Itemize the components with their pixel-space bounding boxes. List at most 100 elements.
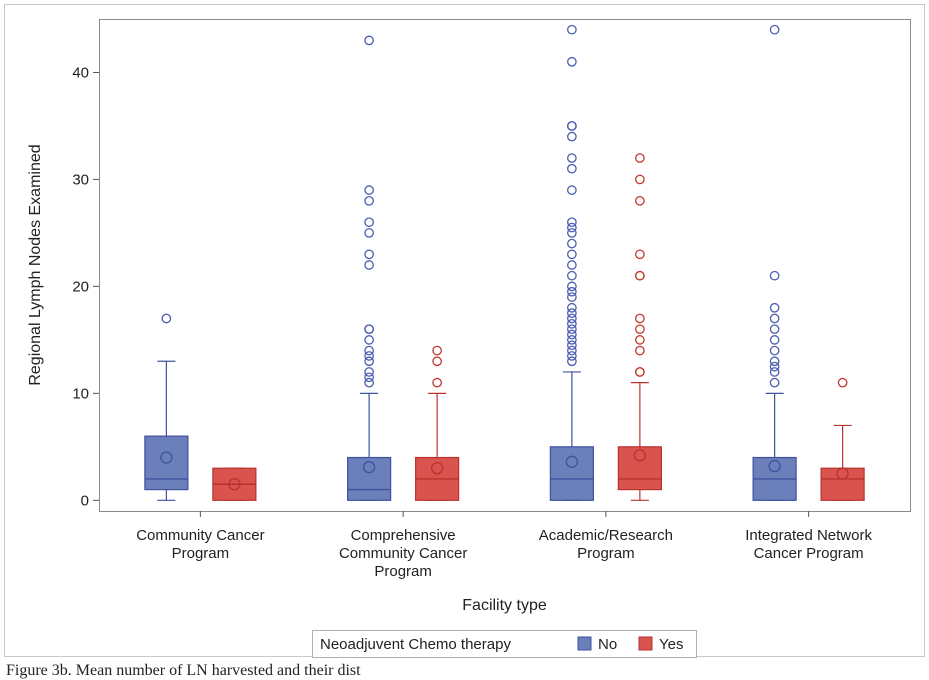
outlier-point <box>635 270 645 281</box>
outlier-point <box>635 367 645 377</box>
legend-title: Neoadjuvent Chemo therapy <box>320 636 511 653</box>
box-no <box>347 35 392 501</box>
outlier-point <box>567 356 577 367</box>
legend-box <box>312 630 697 658</box>
outlier-point <box>769 313 780 324</box>
outlier-point <box>567 249 577 260</box>
legend-label-yes: Yes <box>659 636 683 653</box>
outlier-point <box>769 356 780 367</box>
outlier-point <box>567 121 577 131</box>
outlier-point <box>161 313 172 324</box>
outlier-point <box>635 324 645 335</box>
iqr-box <box>617 446 662 491</box>
x-tick-label: Program <box>172 545 230 562</box>
outlier-point <box>769 302 780 313</box>
outlier-point <box>567 340 577 351</box>
y-tick-label: 40 <box>72 64 89 81</box>
outlier-point <box>364 356 374 367</box>
outlier-point <box>567 260 577 270</box>
outlier-point <box>364 351 374 361</box>
outlier-point <box>364 377 374 388</box>
outlier-point <box>364 372 374 383</box>
plot-area <box>99 19 911 512</box>
outlier-point <box>567 286 577 297</box>
outlier-point <box>364 260 374 270</box>
outlier-point <box>364 335 374 345</box>
x-tick-label: Program <box>374 563 432 580</box>
outlier-point <box>567 302 577 313</box>
mean-marker <box>362 460 376 474</box>
y-tick-label: 0 <box>81 492 89 509</box>
outlier-point <box>567 318 577 329</box>
box-no <box>549 24 594 501</box>
y-axis-label: Regional Lymph Nodes Examined <box>27 144 44 385</box>
mean-marker <box>836 467 849 480</box>
outlier-point <box>567 292 577 302</box>
box-yes <box>415 345 460 501</box>
outlier-point <box>567 270 577 281</box>
outlier-point <box>567 185 577 195</box>
outlier-point <box>567 153 577 163</box>
figure-caption: Figure 3b. Mean number of LN harvested a… <box>6 662 361 679</box>
mean-marker <box>565 455 579 468</box>
legend-swatch-no <box>577 636 592 651</box>
mean-marker <box>430 462 444 475</box>
outlier-point <box>567 56 577 67</box>
outlier-point <box>635 195 645 206</box>
outlier-point <box>635 313 645 324</box>
legend-label-no: No <box>598 636 617 653</box>
box-no <box>752 24 797 501</box>
outlier-point <box>567 131 577 142</box>
outlier-point <box>364 35 374 46</box>
mean-marker <box>633 449 647 462</box>
outlier-point <box>769 377 780 388</box>
x-tick-label: Program <box>577 545 635 562</box>
outlier-point <box>364 345 374 356</box>
outlier-point <box>769 367 780 377</box>
outlier-point <box>432 356 442 367</box>
outlier-point <box>567 335 577 345</box>
outlier-point <box>567 329 577 340</box>
box-no <box>144 313 189 501</box>
outlier-point <box>567 238 577 249</box>
x-tick-label: Academic/Research <box>539 527 673 544</box>
outlier-point <box>432 345 442 356</box>
outlier-point <box>837 377 848 388</box>
outlier-point <box>567 324 577 335</box>
legend-swatch-yes <box>638 636 653 651</box>
outlier-point <box>364 228 374 238</box>
outlier-point <box>769 335 780 345</box>
mean-marker <box>228 478 241 491</box>
iqr-box <box>549 446 594 501</box>
outlier-point <box>567 217 577 228</box>
outlier-point <box>567 308 577 318</box>
mean-marker <box>768 459 781 473</box>
outlier-point <box>364 324 374 335</box>
y-tick-label: 20 <box>72 278 89 295</box>
x-tick-label: Comprehensive <box>351 527 456 544</box>
iqr-box <box>820 467 865 501</box>
outlier-point <box>769 270 780 281</box>
outlier-point <box>364 249 374 260</box>
outlier-point <box>364 217 374 228</box>
box-yes <box>617 153 662 501</box>
outlier-point <box>364 367 374 377</box>
mean-marker <box>160 451 173 464</box>
outlier-point <box>567 24 577 35</box>
iqr-box <box>347 456 392 501</box>
box-yes <box>212 467 257 501</box>
outlier-point <box>635 153 645 163</box>
outlier-point <box>364 185 374 195</box>
outlier-point <box>635 249 645 260</box>
outlier-point <box>635 335 645 345</box>
outlier-point <box>364 195 374 206</box>
y-tick-label: 10 <box>72 385 89 402</box>
y-tick-label: 30 <box>72 171 89 188</box>
outlier-point <box>567 163 577 174</box>
outlier-point <box>567 222 577 233</box>
x-tick-label: Cancer Program <box>754 545 864 562</box>
x-tick-label: Community Cancer <box>136 527 264 544</box>
outlier-point <box>567 228 577 238</box>
outlier-point <box>769 361 780 372</box>
